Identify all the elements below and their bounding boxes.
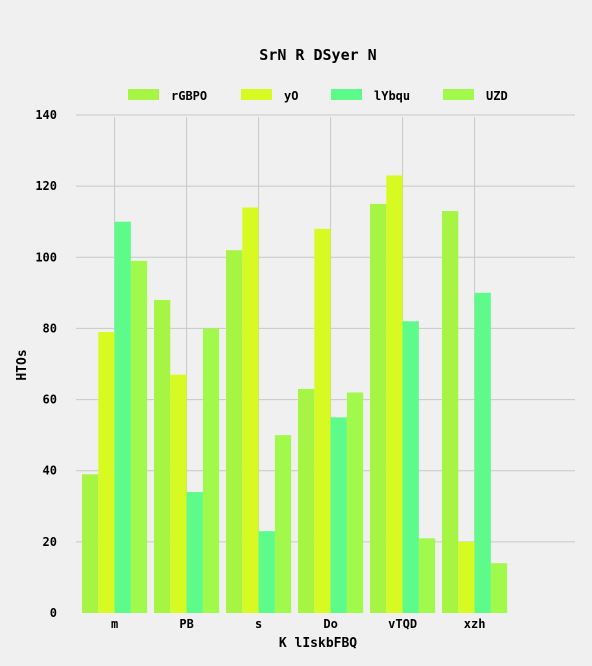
bar-lYbqu-xzh	[474, 292, 491, 613]
bar-lYbqu-Do	[330, 417, 347, 613]
legend: rGBPO yO lYbqu UZD	[128, 89, 508, 103]
y-tick-label: 100	[35, 250, 57, 264]
y-axis-ticks: 0 20 40 60 80 100 120 140	[35, 108, 57, 620]
bar-lYbqu-m	[114, 221, 131, 613]
bars	[82, 175, 508, 614]
y-tick-label: 0	[50, 606, 57, 620]
bar-yO-m	[98, 331, 115, 613]
y-tick-label: 20	[43, 535, 57, 549]
legend-label-UZD: UZD	[486, 89, 508, 103]
bar-UZD-PB	[202, 328, 220, 613]
x-axis-ticks: m PB s Do vTQD xzh	[111, 617, 485, 631]
bar-lYbqu-vTQD	[402, 321, 419, 613]
bar-UZD-m	[130, 260, 148, 613]
bar-lYbqu-PB	[186, 492, 203, 613]
bar-UZD-s	[274, 435, 292, 613]
legend-swatch-UZD	[443, 89, 474, 100]
bar-yO-vTQD	[386, 175, 403, 613]
y-tick-label: 40	[43, 464, 57, 478]
y-tick-label: 120	[35, 179, 57, 193]
bar-rGBPO-s	[226, 250, 243, 613]
y-tick-label: 140	[35, 108, 57, 122]
y-tick-label: 80	[43, 321, 57, 335]
bar-yO-s	[242, 207, 259, 613]
x-tick-label: m	[111, 617, 118, 631]
bar-rGBPO-m	[82, 474, 99, 613]
bar-lYbqu-s	[258, 531, 275, 613]
bar-rGBPO-vTQD	[370, 203, 387, 613]
x-axis-label: K lIskbFBQ	[279, 636, 357, 651]
bar-rGBPO-PB	[154, 299, 171, 613]
y-axis-label: HTOs	[15, 349, 30, 380]
bar-UZD-xzh	[490, 563, 508, 613]
bar-yO-Do	[314, 228, 331, 614]
bar-rGBPO-Do	[298, 388, 315, 613]
legend-swatch-rGBPO	[128, 89, 159, 100]
y-tick-label: 60	[43, 393, 57, 407]
bar-yO-xzh	[458, 541, 475, 613]
legend-label-yO: yO	[284, 89, 298, 103]
bar-yO-PB	[170, 374, 187, 613]
legend-swatch-lYbqu	[331, 89, 362, 100]
x-tick-label: PB	[179, 617, 193, 631]
bar-UZD-vTQD	[418, 538, 436, 613]
bar-UZD-Do	[346, 392, 364, 613]
x-tick-label: vTQD	[388, 617, 417, 631]
legend-swatch-yO	[241, 89, 272, 100]
x-tick-label: s	[255, 617, 262, 631]
legend-label-lYbqu: lYbqu	[374, 89, 410, 103]
chart-title: SrN R DSyer N	[259, 46, 376, 64]
x-tick-label: xzh	[464, 617, 486, 631]
bar-rGBPO-xzh	[442, 211, 459, 614]
legend-label-rGBPO: rGBPO	[171, 89, 207, 103]
x-tick-label: Do	[323, 617, 337, 631]
